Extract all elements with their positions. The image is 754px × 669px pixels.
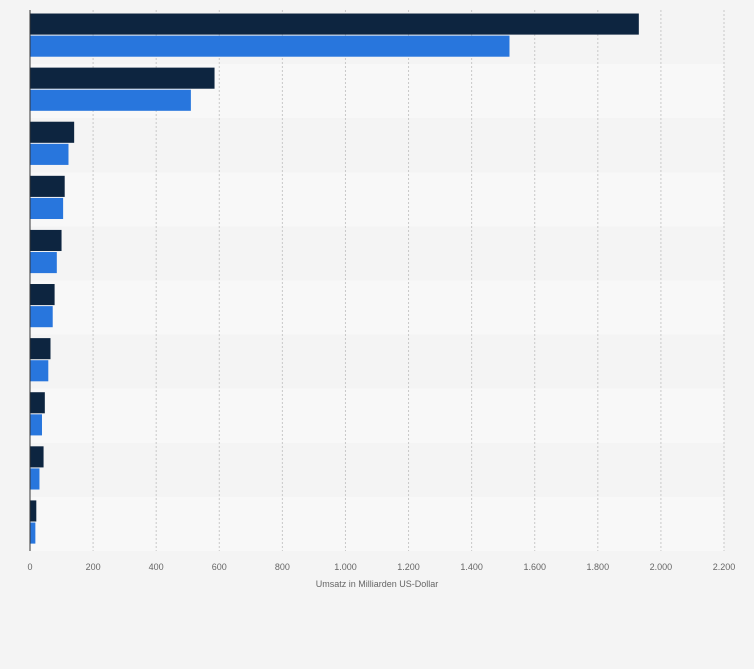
bar-series-1[interactable]	[30, 392, 45, 414]
category-band	[30, 496, 724, 551]
bar-series-1[interactable]	[30, 229, 62, 252]
category-band	[30, 172, 724, 227]
x-tick-label: 1.000	[334, 562, 357, 572]
category-band	[30, 388, 724, 443]
x-tick-label: 2.000	[650, 562, 673, 572]
x-tick-label: 1.200	[397, 562, 420, 572]
x-tick-label: 1.600	[523, 562, 546, 572]
x-tick-label: 2.200	[713, 562, 736, 572]
x-tick-label: 400	[149, 562, 164, 572]
bar-series-2[interactable]	[30, 197, 64, 220]
x-axis-ticks: 0 200 400 600 800 1.000 1.200 1.400 1.600 1.800 2.…	[27, 562, 735, 572]
bar-series-1[interactable]	[30, 446, 44, 468]
bar-series-1[interactable]	[30, 121, 75, 143]
x-tick-label: 200	[86, 562, 101, 572]
bar-series-2[interactable]	[30, 360, 49, 382]
bar-series-2[interactable]	[30, 468, 40, 490]
bar-series-1[interactable]	[30, 284, 55, 306]
bar-series-2[interactable]	[30, 414, 42, 436]
bar-series-2[interactable]	[30, 35, 510, 57]
bar-series-2[interactable]	[30, 522, 36, 544]
bar-series-2[interactable]	[30, 306, 53, 328]
category-bands	[30, 64, 724, 551]
bar-series-1[interactable]	[30, 175, 65, 197]
bar-series-1[interactable]	[30, 67, 215, 89]
x-tick-label: 600	[212, 562, 227, 572]
bar-series-1[interactable]	[30, 338, 51, 360]
bar-series-1[interactable]	[30, 13, 639, 35]
bar-series-2[interactable]	[30, 89, 191, 111]
bar-series-2[interactable]	[30, 143, 69, 165]
bars	[30, 13, 639, 544]
x-tick-label: 0	[27, 562, 32, 572]
x-axis-title: Umsatz in Milliarden US-Dollar	[316, 579, 439, 589]
x-tick-label: 1.400	[460, 562, 483, 572]
bar-series-1[interactable]	[30, 500, 37, 522]
category-band	[30, 280, 724, 335]
x-tick-label: 1.800	[587, 562, 610, 572]
bar-series-2[interactable]	[30, 252, 57, 274]
x-tick-label: 800	[275, 562, 290, 572]
